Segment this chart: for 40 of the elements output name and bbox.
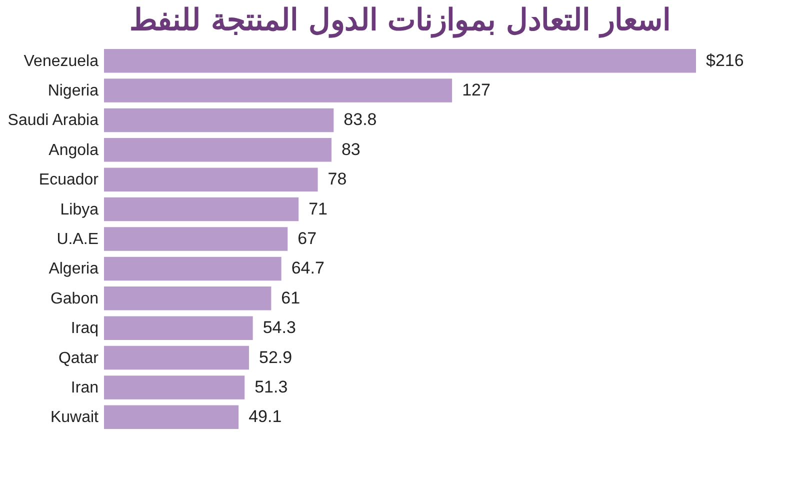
y-tick-label: Saudi Arabia	[8, 112, 99, 130]
bar	[104, 256, 282, 281]
bar	[104, 346, 249, 370]
data-label: 64.7	[291, 258, 324, 278]
bar	[104, 78, 452, 102]
data-label: 51.3	[254, 377, 288, 396]
bar	[104, 168, 318, 192]
bar	[104, 376, 245, 400]
y-tick-label: Angola	[48, 142, 99, 159]
data-label: 49.1	[248, 407, 282, 426]
data-label: 61	[281, 288, 300, 308]
y-tick-label: Venezuela	[24, 52, 99, 70]
data-label: 52.9	[258, 348, 292, 367]
y-tick-label: U.A.E	[56, 231, 98, 248]
bar	[104, 316, 253, 340]
data-label: 54.3	[262, 318, 296, 338]
y-tick-label: Qatar	[58, 350, 100, 367]
data-label: 71	[308, 199, 328, 218]
y-tick-label: Iran	[70, 379, 98, 396]
data-label: 78	[328, 170, 347, 189]
bar	[104, 48, 696, 73]
data-label: 83	[341, 140, 360, 159]
chart-title: اسعار التعادل بموازنات الدول المنتجة للنفط	[129, 3, 671, 38]
data-label: 83.8	[344, 110, 377, 130]
bar	[104, 405, 239, 430]
y-tick-label: Nigeria	[48, 82, 99, 100]
bar	[104, 197, 299, 222]
bar	[104, 286, 272, 310]
y-tick-label: Algeria	[48, 260, 99, 278]
data-label: $216	[706, 50, 744, 70]
bar	[104, 138, 332, 162]
data-label: 127	[462, 80, 490, 100]
y-tick-label: Libya	[60, 201, 99, 218]
y-tick-label: Iraq	[70, 320, 98, 338]
data-label: 67	[298, 229, 317, 248]
y-tick-label: Ecuador	[38, 172, 100, 189]
bar	[104, 227, 288, 251]
y-tick-label: Gabon	[50, 290, 98, 308]
y-tick-label: Kuwait	[50, 409, 100, 426]
bar	[104, 108, 334, 132]
